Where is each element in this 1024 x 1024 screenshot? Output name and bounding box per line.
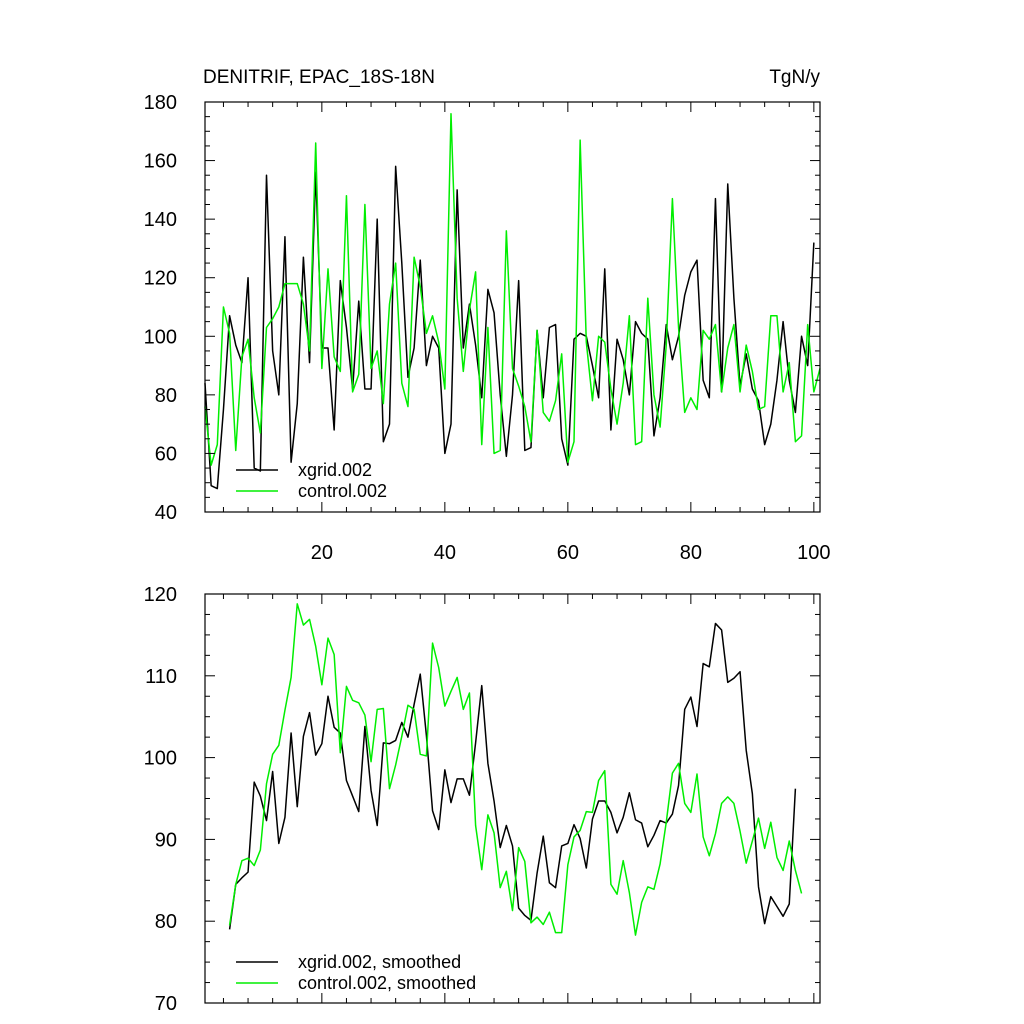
top-ytick-label: 100: [144, 326, 177, 348]
bottom-series-control-line: [228, 603, 803, 936]
top-xtick-label: 40: [434, 542, 456, 564]
top-ytick-label: 160: [144, 151, 177, 173]
top-ytick-label: 140: [144, 209, 177, 231]
bottom-ytick-label: 110: [145, 666, 177, 688]
bottom-series-xgrid-line: [228, 622, 797, 930]
top-legend-label-xgrid: xgrid.002: [298, 460, 372, 480]
top-xtick-label: 60: [557, 542, 579, 564]
top-ytick-label: 40: [155, 502, 177, 524]
bottom-ytick-label: 70: [155, 993, 177, 1015]
top-xtick-label: 80: [680, 542, 702, 564]
top-plot-frame: [204, 101, 821, 513]
top-ytick-label: 60: [155, 443, 177, 465]
bottom-panel: 70 80 90 100 110 120 xgrid.002, smoothedcontro…: [144, 584, 821, 1015]
top-ytick-label: 180: [144, 92, 177, 114]
top-xtick-label: 20: [311, 542, 333, 564]
top-panel: 40 60 80 100 120 140 160 180 20 40 60 80 100 xgrid.00…: [144, 92, 831, 564]
bottom-legend-label-xgrid: xgrid.002, smoothed: [298, 952, 461, 972]
top-series-xgrid-line: [204, 165, 815, 490]
bottom-ytick-label: 120: [144, 584, 177, 606]
top-ytick-label: 80: [155, 385, 177, 407]
top-legend-label-control: control.002: [298, 481, 387, 501]
bottom-ytick-label: 90: [155, 829, 177, 851]
top-panel-units: TgN/y: [769, 67, 820, 88]
top-panel-title: DENITRIF, EPAC_18S-18N: [203, 67, 435, 88]
top-xtick-label: 100: [797, 542, 830, 564]
top-ytick-label: 120: [144, 268, 177, 290]
bottom-ytick-label: 100: [144, 748, 177, 770]
top-series-control-line: [204, 112, 821, 466]
bottom-legend-label-control: control.002, smoothed: [298, 973, 476, 993]
bottom-ytick-label: 80: [155, 911, 177, 933]
